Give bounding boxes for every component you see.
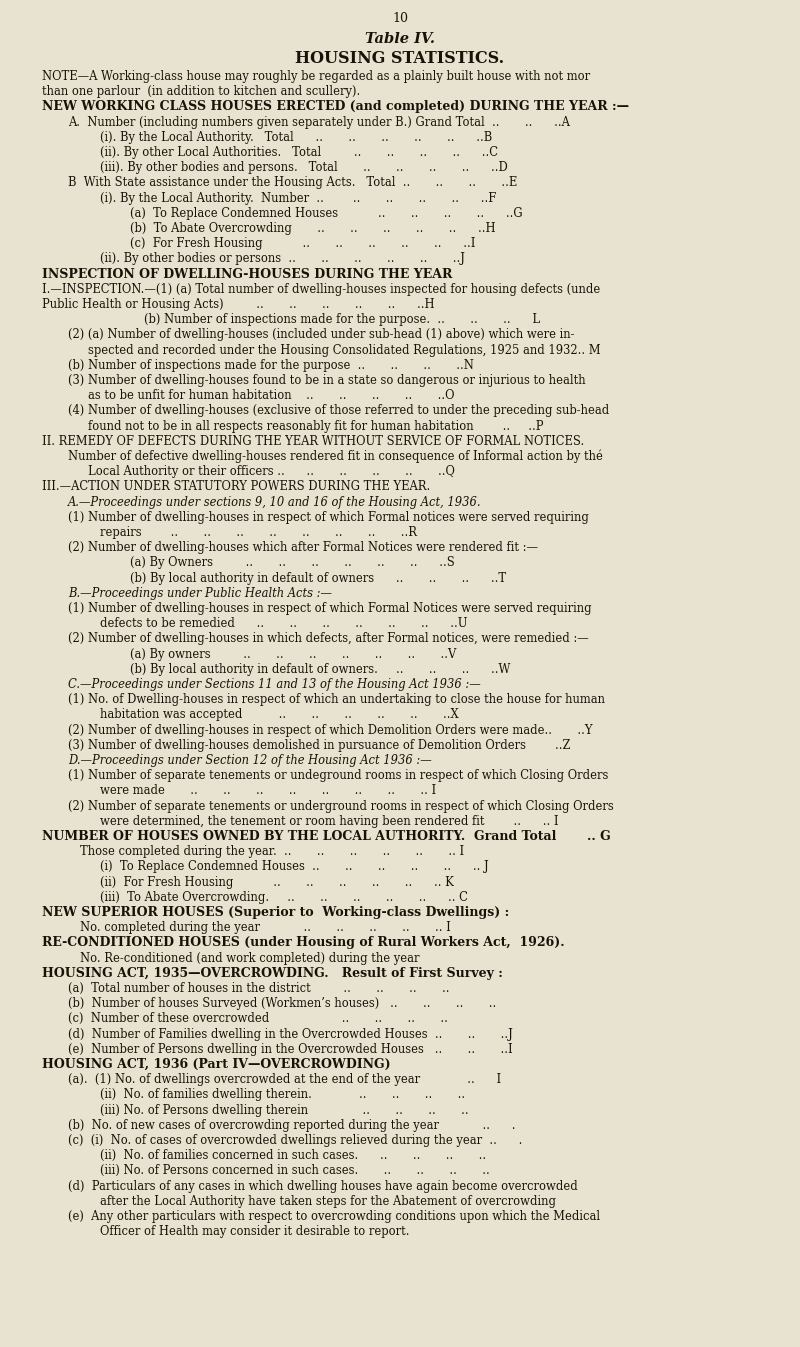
Text: (4) Number of dwelling-houses (exclusive of those referred to under the precedin: (4) Number of dwelling-houses (exclusive… [68, 404, 610, 418]
Text: (b) Number of inspections made for the purpose.  ..       ..       ..      L: (b) Number of inspections made for the p… [144, 314, 540, 326]
Text: (1) Number of dwelling-houses in respect of which Formal notices were served req: (1) Number of dwelling-houses in respect… [68, 511, 589, 524]
Text: habitation was accepted          ..       ..       ..       ..       ..       ..: habitation was accepted .. .. .. .. .. .… [100, 709, 458, 722]
Text: C.—Proceedings under Sections 11 and 13 of the Housing Act 1936 :—: C.—Proceedings under Sections 11 and 13 … [68, 678, 481, 691]
Text: Number of defective dwelling-houses rendered fit in consequence of Informal acti: Number of defective dwelling-houses rend… [68, 450, 603, 463]
Text: (a).  (1) No. of dwellings overcrowded at the end of the year             ..    : (a). (1) No. of dwellings overcrowded at… [68, 1074, 501, 1086]
Text: No. Re-conditioned (and work completed) during the year: No. Re-conditioned (and work completed) … [80, 951, 419, 964]
Text: repairs        ..       ..       ..       ..       ..       ..       ..       ..: repairs .. .. .. .. .. .. .. .. [100, 525, 417, 539]
Text: (b) Number of inspections made for the purpose  ..       ..       ..       ..N: (b) Number of inspections made for the p… [68, 358, 474, 372]
Text: (c)  Number of these overcrowded                    ..       ..       ..       .: (c) Number of these overcrowded .. .. ..… [68, 1013, 448, 1025]
Text: (iii). By other bodies and persons.   Total       ..       ..       ..       .. : (iii). By other bodies and persons. Tota… [100, 162, 508, 174]
Text: were made       ..       ..       ..       ..       ..       ..       ..       .: were made .. .. .. .. .. .. .. . [100, 784, 436, 797]
Text: (iii) No. of Persons concerned in such cases.       ..       ..       ..       .: (iii) No. of Persons concerned in such c… [100, 1164, 490, 1177]
Text: found not to be in all respects reasonably fit for human habitation        ..   : found not to be in all respects reasonab… [88, 420, 543, 432]
Text: I.—INSPECTION.—(1) (a) Total number of dwelling-houses inspected for housing def: I.—INSPECTION.—(1) (a) Total number of d… [42, 283, 600, 296]
Text: B  With State assistance under the Housing Acts.   Total  ..       ..       ..  : B With State assistance under the Housin… [68, 176, 518, 190]
Text: A.—Proceedings under sections 9, 10 and 16 of the Housing Act, 1936.: A.—Proceedings under sections 9, 10 and … [68, 496, 482, 509]
Text: (ii)  For Fresh Housing           ..       ..       ..       ..       ..      ..: (ii) For Fresh Housing .. .. .. .. .. .. [100, 876, 454, 889]
Text: (2) Number of dwelling-houses in which defects, after Formal notices, were remed: (2) Number of dwelling-houses in which d… [68, 632, 589, 645]
Text: (a)  Total number of houses in the district         ..       ..       ..       .: (a) Total number of houses in the distri… [68, 982, 450, 995]
Text: B.—Proceedings under Public Health Acts :—: B.—Proceedings under Public Health Acts … [68, 587, 332, 599]
Text: (a) By Owners         ..       ..       ..       ..       ..       ..      ..S: (a) By Owners .. .. .. .. .. .. ..S [130, 556, 454, 570]
Text: (d)  Particulars of any cases in which dwelling houses have again become overcro: (d) Particulars of any cases in which dw… [68, 1180, 578, 1192]
Text: (d)  Number of Families dwelling in the Overcrowded Houses  ..       ..       ..: (d) Number of Families dwelling in the O… [68, 1028, 513, 1041]
Text: (iii) No. of Persons dwelling therein               ..       ..       ..       .: (iii) No. of Persons dwelling therein ..… [100, 1103, 469, 1117]
Text: RE-CONDITIONED HOUSES (under Housing of Rural Workers Act,  1926).: RE-CONDITIONED HOUSES (under Housing of … [42, 936, 565, 950]
Text: A.  Number (including numbers given separately under B.) Grand Total  ..       .: A. Number (including numbers given separ… [68, 116, 570, 128]
Text: (2) Number of separate tenements or underground rooms in respect of which Closin: (2) Number of separate tenements or unde… [68, 800, 614, 812]
Text: (e)  Any other particulars with respect to overcrowding conditions upon which th: (e) Any other particulars with respect t… [68, 1210, 600, 1223]
Text: than one parlour  (in addition to kitchen and scullery).: than one parlour (in addition to kitchen… [42, 85, 360, 98]
Text: (ii). By other Local Authorities.   Total         ..       ..       ..       .. : (ii). By other Local Authorities. Total … [100, 145, 498, 159]
Text: (b)  To Abate Overcrowding       ..       ..       ..       ..       ..      ..H: (b) To Abate Overcrowding .. .. .. .. ..… [130, 222, 496, 234]
Text: (1) No. of Dwelling-houses in respect of which an undertaking to close the house: (1) No. of Dwelling-houses in respect of… [68, 694, 605, 706]
Text: after the Local Authority have taken steps for the Abatement of overcrowding: after the Local Authority have taken ste… [100, 1195, 556, 1208]
Text: (2) (a) Number of dwelling-houses (included under sub-head (1) above) which were: (2) (a) Number of dwelling-houses (inclu… [68, 329, 574, 341]
Text: (2) Number of dwelling-houses which after Formal Notices were rendered fit :—: (2) Number of dwelling-houses which afte… [68, 541, 538, 554]
Text: (1) Number of separate tenements or undeground rooms in respect of which Closing: (1) Number of separate tenements or unde… [68, 769, 608, 783]
Text: as to be unfit for human habitation    ..       ..       ..       ..       ..O: as to be unfit for human habitation .. .… [88, 389, 454, 403]
Text: HOUSING STATISTICS.: HOUSING STATISTICS. [295, 50, 505, 67]
Text: (b) By local authority in default of owners      ..       ..       ..      ..T: (b) By local authority in default of own… [130, 571, 506, 585]
Text: (ii). By other bodies or persons  ..       ..       ..       ..       ..       .: (ii). By other bodies or persons .. .. .… [100, 252, 465, 265]
Text: spected and recorded under the Housing Consolidated Regulations, 1925 and 1932..: spected and recorded under the Housing C… [88, 343, 601, 357]
Text: (b) By local authority in default of owners.     ..       ..       ..      ..W: (b) By local authority in default of own… [130, 663, 510, 676]
Text: HOUSING ACT, 1936 (Part IV—OVERCROWDING): HOUSING ACT, 1936 (Part IV—OVERCROWDING) [42, 1057, 390, 1071]
Text: (a) By owners         ..       ..       ..       ..       ..       ..       ..V: (a) By owners .. .. .. .. .. .. ..V [130, 648, 456, 660]
Text: (c)  For Fresh Housing           ..       ..       ..       ..       ..      ..I: (c) For Fresh Housing .. .. .. .. .. ..I [130, 237, 475, 251]
Text: defects to be remedied      ..       ..       ..       ..       ..       ..     : defects to be remedied .. .. .. .. .. .. [100, 617, 467, 630]
Text: (i)  To Replace Condemned Houses  ..       ..       ..       ..       ..      ..: (i) To Replace Condemned Houses .. .. ..… [100, 861, 489, 873]
Text: NOTE—A Working-class house may roughly be regarded as a plainly built house with: NOTE—A Working-class house may roughly b… [42, 70, 590, 84]
Text: Those completed during the year.  ..       ..       ..       ..       ..       .: Those completed during the year. .. .. .… [80, 845, 464, 858]
Text: (iii)  To Abate Overcrowding.     ..       ..       ..       ..       ..      ..: (iii) To Abate Overcrowding. .. .. .. ..… [100, 890, 468, 904]
Text: Public Health or Housing Acts)         ..       ..       ..       ..       ..   : Public Health or Housing Acts) .. .. .. … [42, 298, 434, 311]
Text: (a)  To Replace Condemned Houses           ..       ..       ..       ..      ..: (a) To Replace Condemned Houses .. .. ..… [130, 207, 522, 220]
Text: (c)  (i)  No. of cases of overcrowded dwellings relieved during the year  ..    : (c) (i) No. of cases of overcrowded dwel… [68, 1134, 522, 1148]
Text: Table IV.: Table IV. [365, 32, 435, 46]
Text: were determined, the tenement or room having been rendered fit        ..      ..: were determined, the tenement or room ha… [100, 815, 558, 828]
Text: (b)  Number of houses Surveyed (Workmen’s houses)   ..       ..       ..       .: (b) Number of houses Surveyed (Workmen’s… [68, 997, 496, 1010]
Text: Local Authority or their officers ..      ..       ..       ..       ..       ..: Local Authority or their officers .. .. … [88, 465, 455, 478]
Text: III.—ACTION UNDER STATUTORY POWERS DURING THE YEAR.: III.—ACTION UNDER STATUTORY POWERS DURIN… [42, 481, 430, 493]
Text: II. REMEDY OF DEFECTS DURING THE YEAR WITHOUT SERVICE OF FORMAL NOTICES.: II. REMEDY OF DEFECTS DURING THE YEAR WI… [42, 435, 584, 447]
Text: (e)  Number of Persons dwelling in the Overcrowded Houses   ..       ..       ..: (e) Number of Persons dwelling in the Ov… [68, 1043, 513, 1056]
Text: (i). By the Local Authority.  Number  ..        ..       ..       ..       ..   : (i). By the Local Authority. Number .. .… [100, 191, 496, 205]
Text: NEW SUPERIOR HOUSES (Superior to  Working-class Dwellings) :: NEW SUPERIOR HOUSES (Superior to Working… [42, 907, 510, 919]
Text: HOUSING ACT, 1935—OVERCROWDING.   Result of First Survey :: HOUSING ACT, 1935—OVERCROWDING. Result o… [42, 967, 503, 979]
Text: No. completed during the year            ..       ..       ..       ..       .. : No. completed during the year .. .. .. .… [80, 921, 450, 935]
Text: D.—Proceedings under Section 12 of the Housing Act 1936 :—: D.—Proceedings under Section 12 of the H… [68, 754, 432, 766]
Text: (1) Number of dwelling-houses in respect of which Formal Notices were served req: (1) Number of dwelling-houses in respect… [68, 602, 592, 616]
Text: (3) Number of dwelling-houses found to be in a state so dangerous or injurious t: (3) Number of dwelling-houses found to b… [68, 374, 586, 387]
Text: NEW WORKING CLASS HOUSES ERECTED (and completed) DURING THE YEAR :—: NEW WORKING CLASS HOUSES ERECTED (and co… [42, 101, 629, 113]
Text: (b)  No. of new cases of overcrowding reported during the year            ..    : (b) No. of new cases of overcrowding rep… [68, 1119, 515, 1131]
Text: (ii)  No. of families concerned in such cases.      ..       ..       ..       .: (ii) No. of families concerned in such c… [100, 1149, 486, 1162]
Text: (3) Number of dwelling-houses demolished in pursuance of Demolition Orders      : (3) Number of dwelling-houses demolished… [68, 738, 570, 752]
Text: (ii)  No. of families dwelling therein.             ..       ..       ..       .: (ii) No. of families dwelling therein. .… [100, 1088, 465, 1102]
Text: (2) Number of dwelling-houses in respect of which Demolition Orders were made.. : (2) Number of dwelling-houses in respect… [68, 723, 593, 737]
Text: 10: 10 [392, 12, 408, 26]
Text: Officer of Health may consider it desirable to report.: Officer of Health may consider it desira… [100, 1226, 410, 1238]
Text: NUMBER OF HOUSES OWNED BY THE LOCAL AUTHORITY.  Grand Total       .. G: NUMBER OF HOUSES OWNED BY THE LOCAL AUTH… [42, 830, 610, 843]
Text: INSPECTION OF DWELLING-HOUSES DURING THE YEAR: INSPECTION OF DWELLING-HOUSES DURING THE… [42, 268, 452, 280]
Text: (i). By the Local Authority.   Total      ..       ..       ..       ..       ..: (i). By the Local Authority. Total .. ..… [100, 131, 492, 144]
